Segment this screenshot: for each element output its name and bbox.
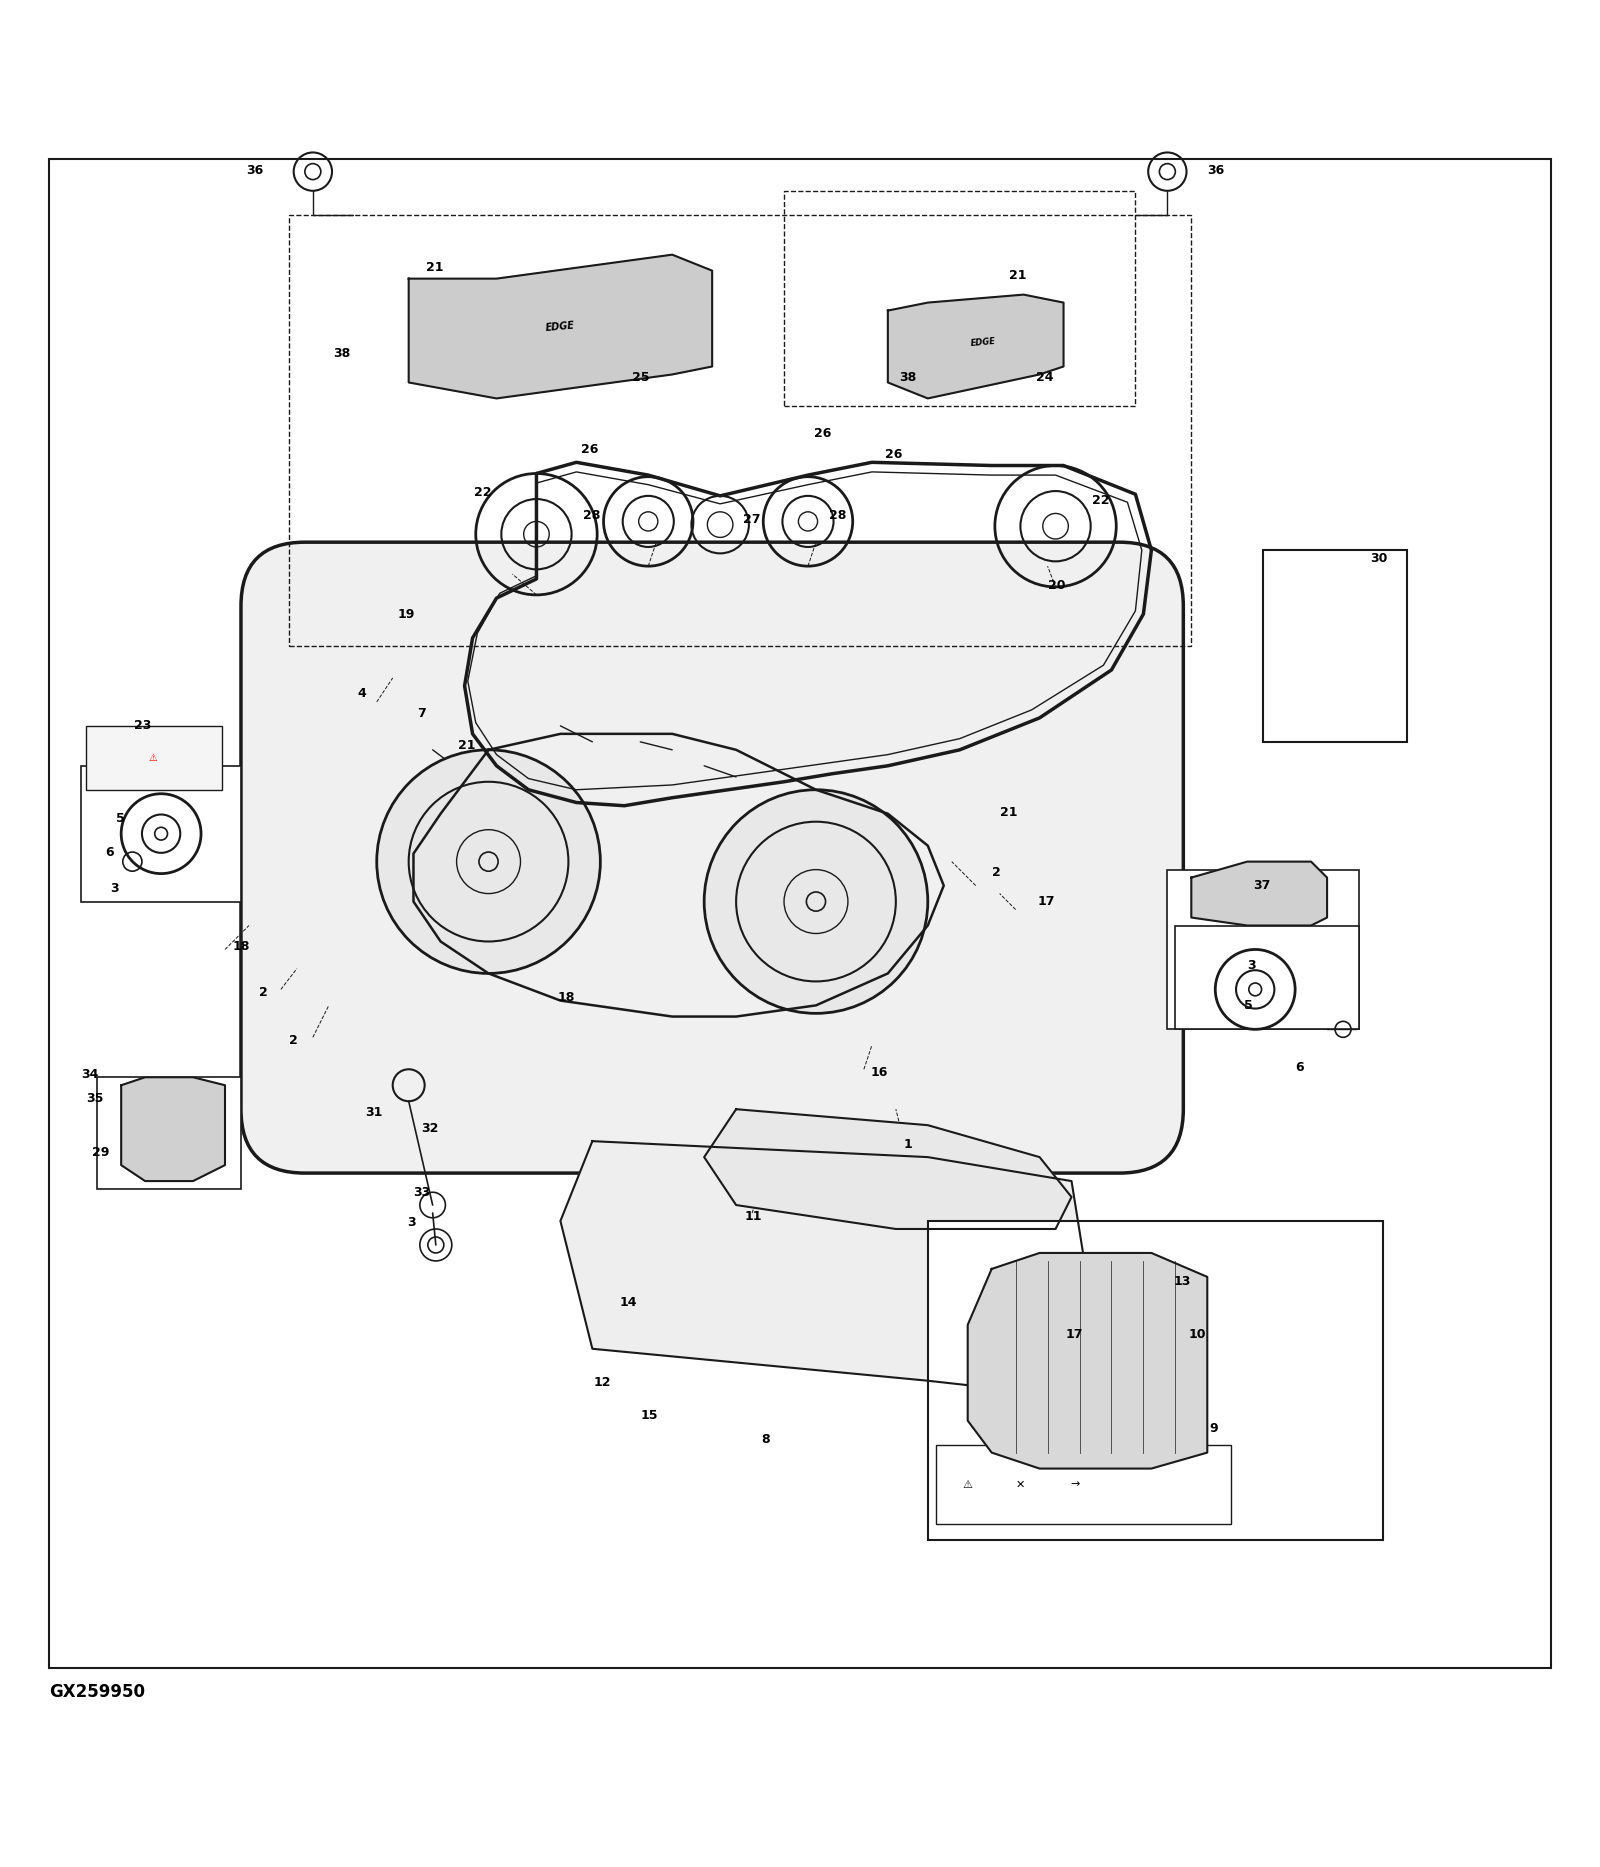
- FancyBboxPatch shape: [242, 541, 1184, 1172]
- Text: ⚠: ⚠: [963, 1479, 973, 1490]
- Text: 2: 2: [259, 986, 267, 999]
- Polygon shape: [560, 1141, 1104, 1397]
- Text: 24: 24: [1037, 372, 1054, 385]
- Text: 17: 17: [1066, 1327, 1083, 1341]
- Text: 29: 29: [93, 1146, 110, 1159]
- Text: 5: 5: [1245, 999, 1253, 1012]
- Text: 33: 33: [413, 1186, 430, 1199]
- Text: 22: 22: [1093, 495, 1110, 508]
- Text: 27: 27: [742, 513, 760, 526]
- Circle shape: [704, 790, 928, 1014]
- Text: 18: 18: [557, 991, 574, 1004]
- Text: 2: 2: [992, 866, 1000, 879]
- Text: 15: 15: [640, 1410, 658, 1423]
- Text: 12: 12: [594, 1376, 611, 1389]
- Text: 4: 4: [357, 687, 366, 700]
- Bar: [936, 1445, 1232, 1525]
- Text: 21: 21: [458, 739, 475, 752]
- Text: ⚠: ⚠: [149, 752, 157, 764]
- Text: 9: 9: [1210, 1423, 1218, 1436]
- Bar: [82, 765, 242, 902]
- Text: 21: 21: [1000, 807, 1018, 818]
- Text: 30: 30: [1370, 551, 1387, 564]
- Bar: [1168, 870, 1358, 1029]
- Text: 8: 8: [762, 1434, 770, 1447]
- Text: 31: 31: [365, 1105, 382, 1118]
- Text: 21: 21: [426, 261, 443, 274]
- Text: 3: 3: [110, 883, 118, 896]
- Text: 20: 20: [1048, 579, 1066, 592]
- Text: 3: 3: [1248, 960, 1256, 973]
- Text: 38: 38: [899, 372, 917, 385]
- Text: 18: 18: [234, 939, 250, 952]
- Text: 32: 32: [421, 1122, 438, 1135]
- Bar: [928, 1221, 1382, 1540]
- Bar: [290, 215, 1192, 646]
- Bar: [1262, 551, 1406, 741]
- Text: 36: 36: [1208, 164, 1224, 177]
- Text: 26: 26: [885, 448, 902, 461]
- Polygon shape: [968, 1253, 1208, 1469]
- Polygon shape: [704, 1109, 1072, 1228]
- Text: 23: 23: [134, 719, 152, 732]
- Text: 26: 26: [814, 428, 832, 441]
- Text: 22: 22: [474, 485, 491, 498]
- Text: 34: 34: [82, 1068, 99, 1081]
- Text: 25: 25: [632, 372, 650, 385]
- Text: →: →: [1070, 1479, 1080, 1490]
- Polygon shape: [888, 295, 1064, 398]
- Text: EDGE: EDGE: [546, 321, 576, 332]
- Text: 6: 6: [106, 846, 114, 859]
- Text: 21: 21: [1010, 269, 1027, 282]
- Text: 26: 26: [581, 442, 598, 456]
- Text: 17: 17: [1038, 894, 1056, 907]
- Text: 3: 3: [406, 1215, 416, 1228]
- Circle shape: [376, 751, 600, 973]
- Bar: [86, 726, 222, 790]
- Text: 28: 28: [582, 508, 600, 521]
- Text: 10: 10: [1189, 1327, 1206, 1341]
- Text: 28: 28: [829, 508, 846, 521]
- Text: 35: 35: [86, 1092, 104, 1105]
- Text: 11: 11: [744, 1210, 762, 1223]
- Text: ✕: ✕: [1016, 1479, 1026, 1490]
- Text: 5: 5: [117, 812, 125, 825]
- Text: 16: 16: [870, 1066, 888, 1079]
- Text: 7: 7: [416, 706, 426, 719]
- Bar: [1176, 926, 1358, 1029]
- Text: 13: 13: [1174, 1275, 1190, 1288]
- Polygon shape: [408, 254, 712, 398]
- Polygon shape: [122, 1077, 226, 1182]
- Text: 1: 1: [904, 1137, 912, 1150]
- Bar: [784, 190, 1136, 407]
- Text: 37: 37: [1254, 879, 1270, 892]
- Text: 14: 14: [619, 1296, 637, 1309]
- Text: 6: 6: [1294, 1060, 1304, 1074]
- Text: 19: 19: [397, 607, 414, 620]
- Text: 38: 38: [334, 347, 350, 360]
- Bar: [98, 1077, 242, 1189]
- Text: EDGE: EDGE: [971, 336, 997, 347]
- Text: 36: 36: [246, 164, 262, 177]
- Polygon shape: [1192, 863, 1326, 926]
- Text: 2: 2: [290, 1034, 298, 1047]
- Text: GX259950: GX259950: [50, 1684, 146, 1701]
